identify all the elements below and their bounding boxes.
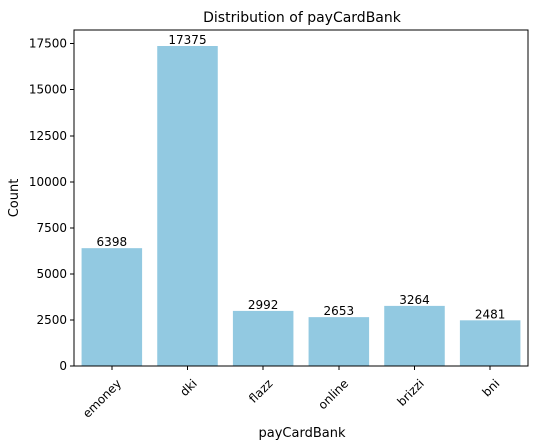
y-axis: 0 2500 5000 7500 10000 12500 15000 17500 [29, 37, 74, 373]
x-tick-label-emoney: emoney [80, 376, 124, 420]
y-tick-label-12500: 12500 [29, 129, 67, 143]
bar-dki [157, 46, 218, 366]
plot-border [73, 29, 529, 367]
x-axis: emoney dki flazz online brizzi bni [80, 366, 503, 421]
y-tick-label-0: 0 [59, 359, 67, 373]
bar-flazz [232, 310, 294, 366]
bar-brizzi [384, 305, 445, 366]
bar-emoney [81, 248, 143, 366]
chart-title: Distribution of payCardBank [203, 10, 402, 26]
y-tick-label-2500: 2500 [36, 313, 67, 327]
data-labels-layer: 6398 17375 2992 2653 3264 2481 [97, 33, 506, 321]
data-label-brizzi: 3264 [399, 293, 430, 307]
data-label-online: 2653 [324, 304, 355, 318]
y-tick-label-17500: 17500 [29, 37, 67, 51]
x-tick-label-online: online [315, 376, 351, 412]
y-tick-label-15000: 15000 [29, 83, 67, 97]
data-label-bni: 2481 [475, 307, 506, 321]
x-axis-title: payCardBank [259, 426, 346, 441]
bar-bni [459, 320, 521, 366]
bars-layer [81, 46, 521, 366]
y-tick-label-10000: 10000 [29, 175, 67, 189]
x-tick-label-bni: bni [479, 376, 502, 399]
bar-online [308, 317, 370, 366]
x-tick-label-flazz: flazz [246, 376, 275, 405]
x-tick-label-dki: dki [177, 376, 200, 399]
plot-frame [73, 29, 529, 367]
y-axis-title: Count [7, 179, 22, 218]
data-label-flazz: 2992 [248, 298, 279, 312]
y-tick-label-7500: 7500 [36, 221, 67, 235]
y-tick-label-5000: 5000 [36, 267, 67, 281]
x-tick-label-brizzi: brizzi [394, 376, 426, 408]
data-label-emoney: 6398 [97, 235, 128, 249]
data-label-dki: 17375 [168, 33, 206, 47]
